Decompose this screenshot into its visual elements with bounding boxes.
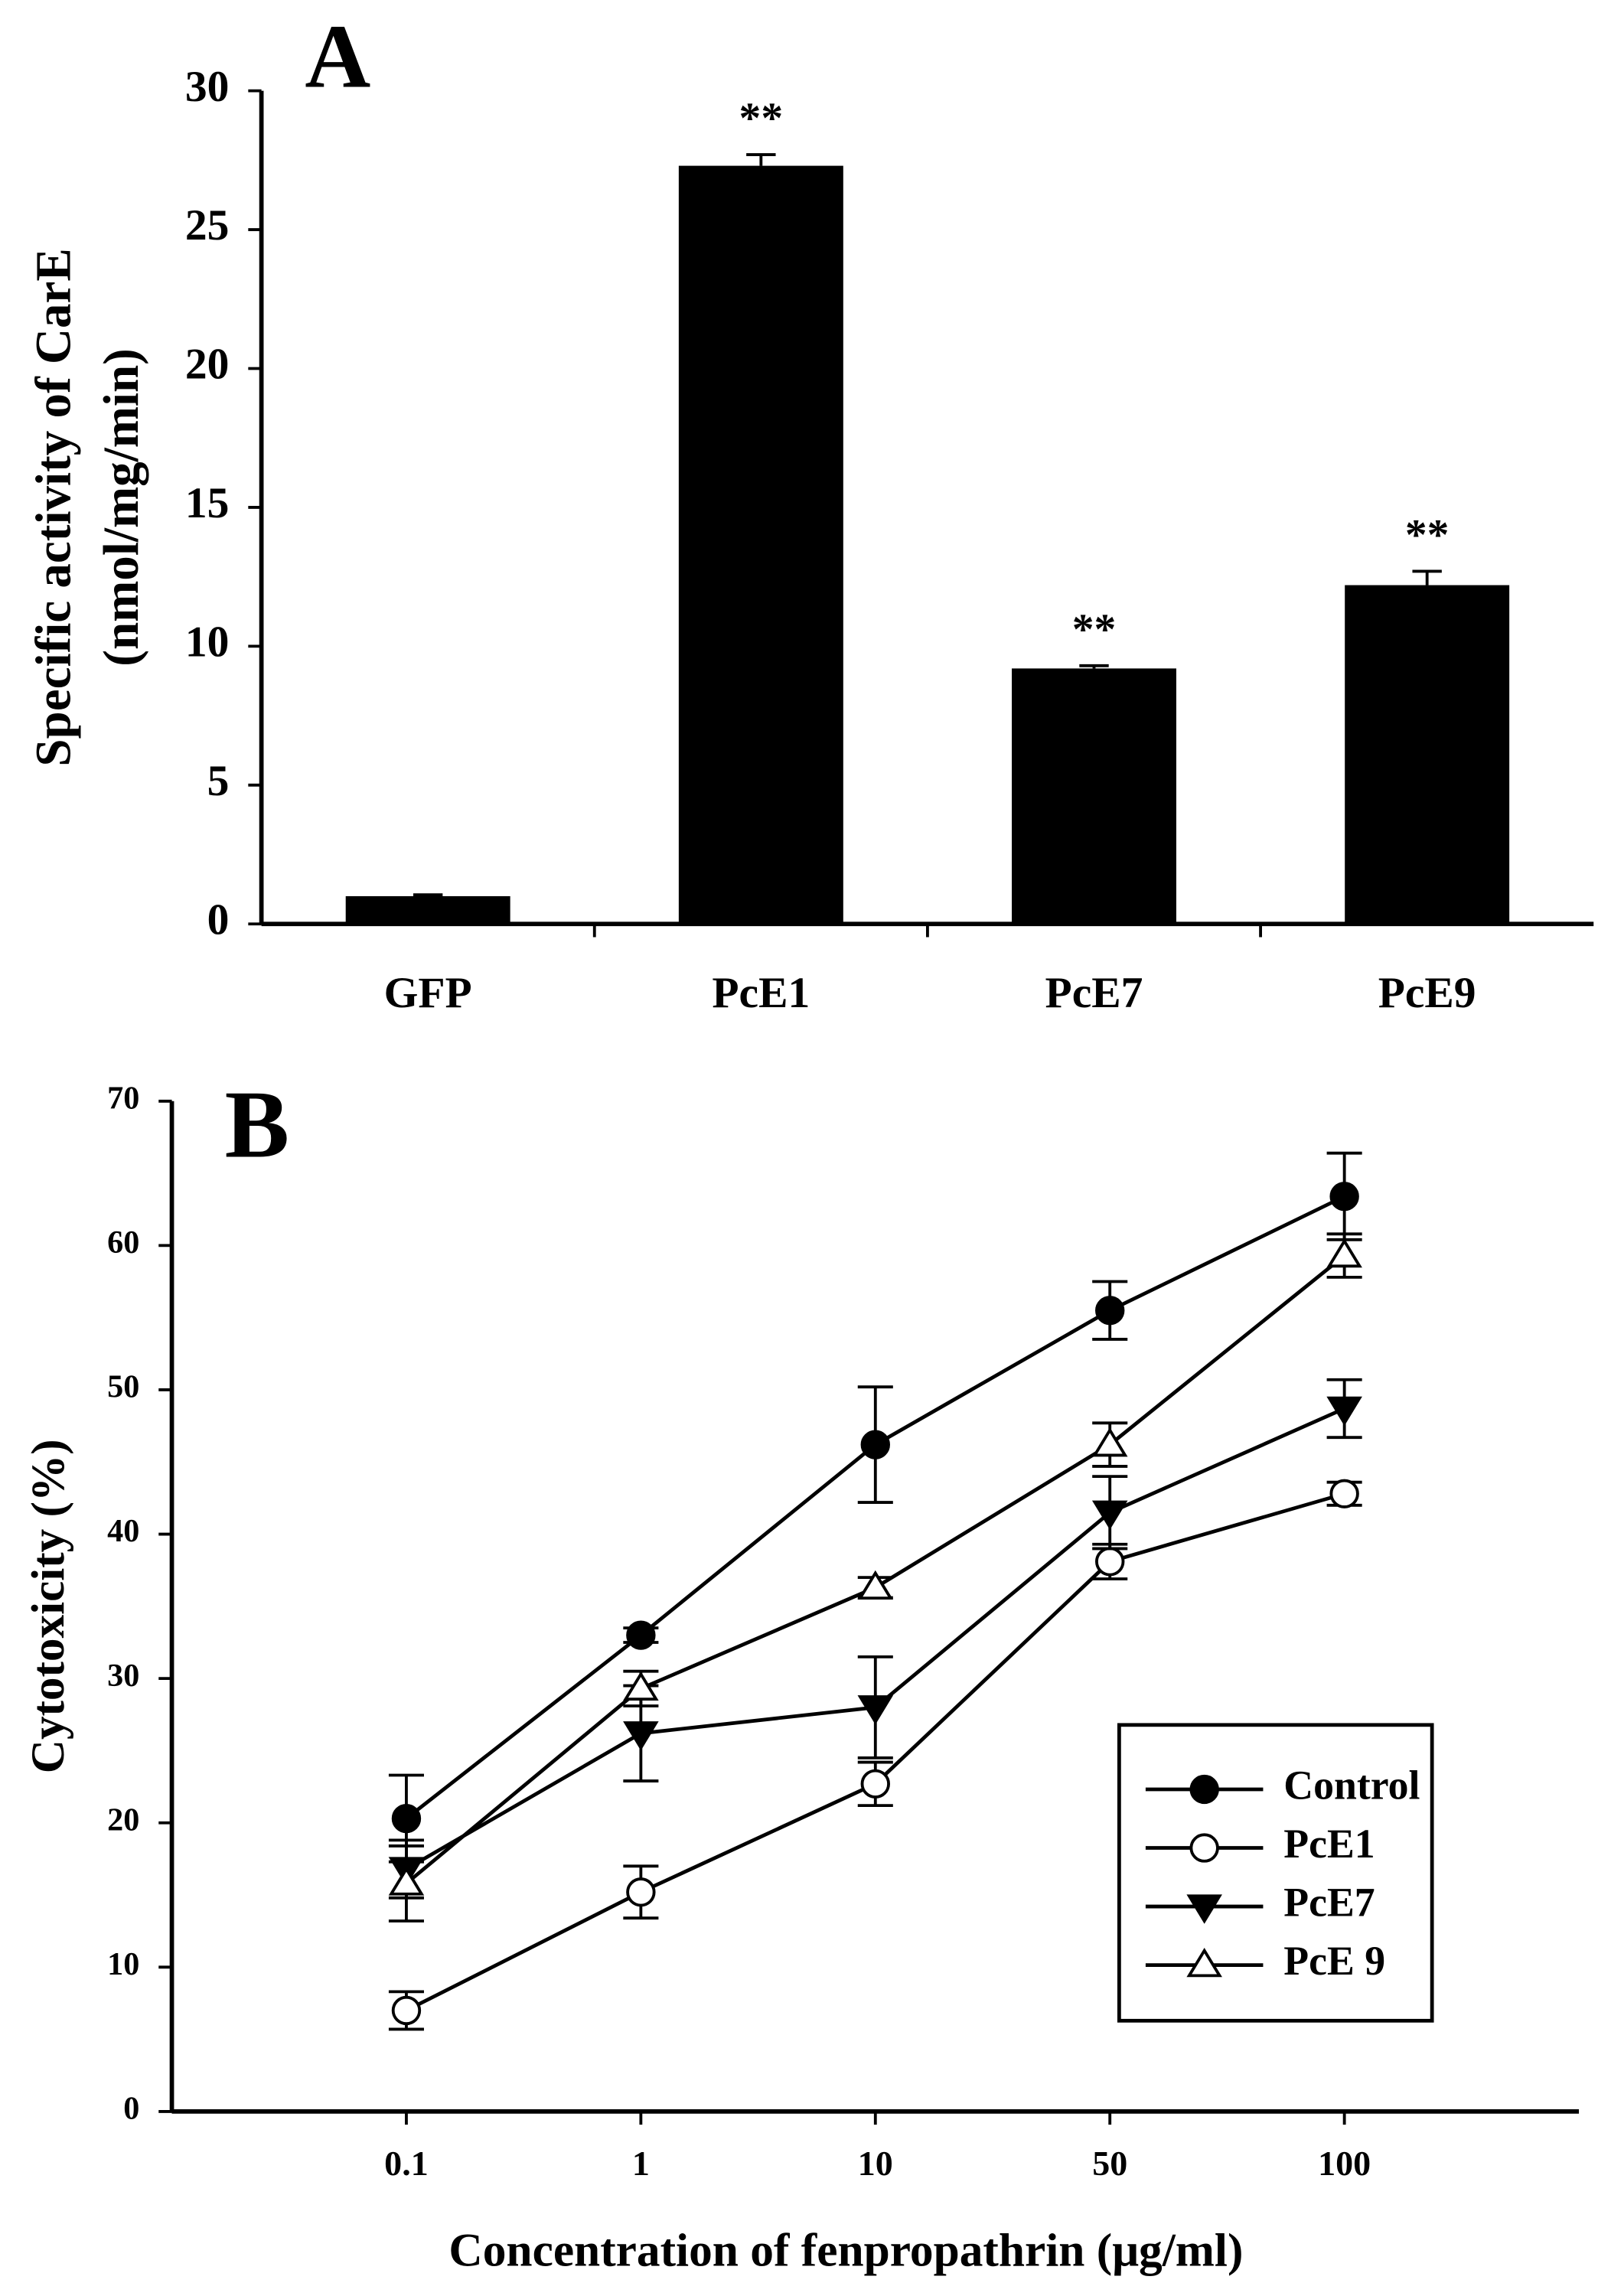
x-tick-label: PcE1	[712, 969, 810, 1017]
marker	[1095, 1296, 1125, 1326]
y-tick-label: 15	[185, 479, 230, 527]
marker	[1326, 1396, 1362, 1427]
marker	[626, 1877, 656, 1907]
legend-label: PcE1	[1283, 1821, 1375, 1867]
marker	[1091, 1500, 1128, 1530]
y-tick-label: 20	[107, 1802, 139, 1838]
marker	[860, 1430, 890, 1459]
x-tick-label: 0.1	[384, 2144, 429, 2183]
y-tick-label: 50	[107, 1369, 139, 1405]
x-tick-label: 50	[1092, 2144, 1127, 2183]
bar	[1345, 585, 1510, 925]
y-tick-label: 40	[107, 1513, 139, 1549]
marker	[391, 1995, 422, 2026]
marker	[626, 1620, 656, 1650]
panel-label: B	[225, 1071, 289, 1179]
y-tick-label: 30	[107, 1658, 139, 1694]
bar	[678, 165, 843, 925]
legend-label: Control	[1283, 1762, 1420, 1808]
marker	[391, 1803, 422, 1834]
legend-box	[1117, 1723, 1434, 2023]
marker	[1095, 1547, 1125, 1577]
y-tick-label: 10	[185, 618, 230, 667]
y-axis-label: Cytotoxicity (%)	[22, 1439, 74, 1773]
marker	[1186, 1947, 1222, 1978]
marker	[1326, 1238, 1362, 1268]
x-tick-label: PcE9	[1378, 969, 1476, 1017]
marker	[1189, 1833, 1219, 1863]
panel-label: A	[305, 5, 370, 106]
marker	[1329, 1479, 1359, 1508]
x-tick-label: 1	[632, 2144, 650, 2183]
x-tick-label: 10	[858, 2144, 893, 2183]
y-tick-label: 10	[107, 1946, 139, 1982]
annotation: **	[1072, 605, 1117, 654]
y-axis-label: (nmol/mg/min)	[94, 348, 149, 667]
y-tick-label: 60	[107, 1225, 139, 1261]
y-tick-label: 5	[207, 757, 230, 805]
y-tick-label: 0	[123, 2091, 139, 2127]
bar	[1012, 668, 1176, 925]
legend-label: PcE7	[1283, 1879, 1375, 1925]
marker	[1091, 1427, 1128, 1457]
y-tick-label: 30	[185, 63, 230, 111]
y-tick-label: 0	[207, 896, 230, 944]
y-tick-label: 70	[107, 1080, 139, 1116]
marker	[860, 1769, 890, 1799]
x-tick-label: 100	[1318, 2144, 1371, 2183]
marker	[623, 1671, 659, 1701]
annotation: **	[1405, 511, 1450, 559]
marker	[857, 1570, 894, 1600]
y-tick-label: 20	[185, 341, 230, 389]
x-tick-label: GFP	[384, 969, 472, 1017]
annotation: **	[739, 94, 784, 142]
marker	[1189, 1774, 1219, 1805]
marker	[623, 1721, 659, 1751]
marker	[857, 1695, 894, 1725]
marker	[388, 1866, 425, 1896]
marker	[1186, 1894, 1222, 1924]
x-tick-label: PcE7	[1045, 969, 1143, 1017]
y-tick-label: 25	[185, 201, 230, 249]
legend-label: PcE 9	[1283, 1938, 1385, 1984]
y-axis-label: Specific activity of CarE	[27, 248, 82, 766]
x-axis-label: Concentration of fenpropathrin (μg/ml)	[448, 2225, 1243, 2277]
bar	[345, 895, 510, 925]
marker	[1329, 1182, 1359, 1212]
